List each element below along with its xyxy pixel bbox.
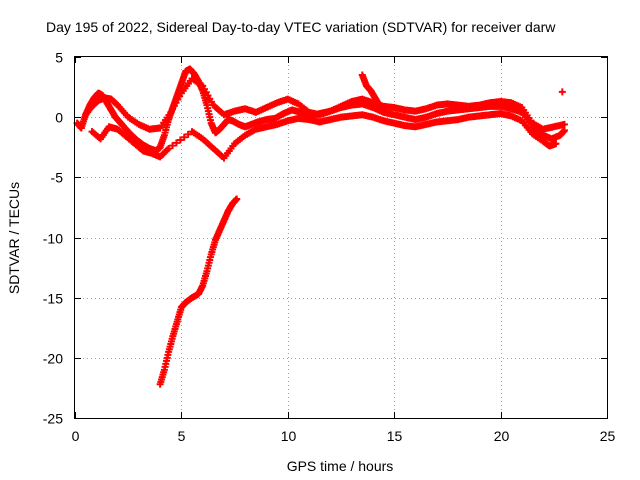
- chart-title: Day 195 of 2022, Sidereal Day-to-day VTE…: [46, 19, 556, 35]
- y-axis-label: SDTVAR / TECUs: [6, 182, 22, 294]
- data-point: [184, 130, 192, 138]
- series-main-track: [73, 65, 568, 155]
- data-point: [560, 126, 568, 134]
- y-tick-label: -20: [43, 351, 63, 367]
- y-tick-label: -15: [43, 291, 63, 307]
- data-point: [172, 139, 180, 147]
- x-tick-label: 10: [281, 428, 297, 444]
- x-tick-label: 25: [600, 428, 616, 444]
- data-point: [560, 120, 568, 128]
- plot-frame: [74, 56, 608, 419]
- data-point: [165, 144, 173, 152]
- series-descending-track: [156, 195, 241, 388]
- y-tick-label: 0: [55, 110, 63, 126]
- data-point: [180, 133, 188, 141]
- series-isolated-point: [558, 88, 566, 96]
- x-tick-label: 20: [494, 428, 510, 444]
- data-point: [176, 136, 184, 144]
- y-tick-label: 5: [55, 50, 63, 66]
- x-tick-label: 15: [387, 428, 403, 444]
- data-point: [169, 142, 177, 150]
- series-spike-track: [358, 71, 388, 115]
- y-tick-label: -25: [43, 411, 63, 427]
- x-axis-label: GPS time / hours: [287, 458, 394, 474]
- data-point: [380, 107, 388, 115]
- data-point: [233, 195, 241, 203]
- data-point: [558, 88, 566, 96]
- series-upper-track: [82, 75, 568, 133]
- data-point: [552, 140, 560, 148]
- y-tick-label: -5: [51, 170, 64, 186]
- x-tick-label: 5: [178, 428, 186, 444]
- data-points: [73, 65, 568, 388]
- y-tick-label: -10: [43, 231, 63, 247]
- series-lower-track: [88, 110, 560, 162]
- x-tick-label: 0: [72, 428, 80, 444]
